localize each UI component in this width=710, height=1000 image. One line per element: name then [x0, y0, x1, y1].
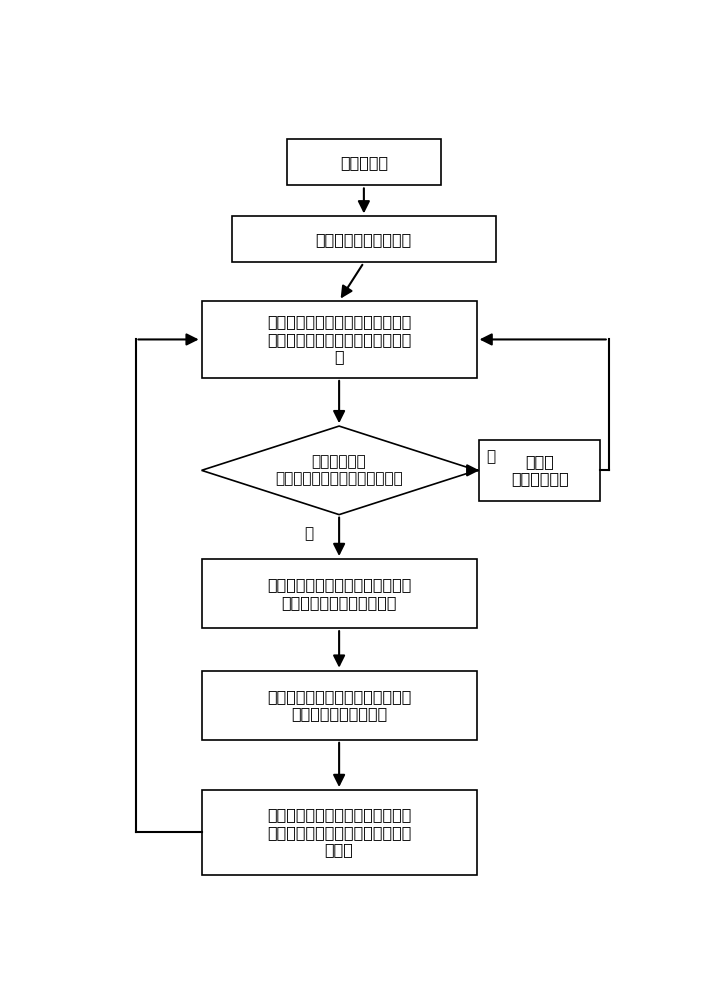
Text: 设定多普勒频移标准值: 设定多普勒频移标准值	[316, 232, 412, 247]
FancyBboxPatch shape	[202, 671, 476, 740]
Text: 是: 是	[305, 526, 313, 541]
Text: 开启接收机: 开启接收机	[340, 155, 388, 170]
FancyBboxPatch shape	[287, 139, 441, 185]
FancyBboxPatch shape	[202, 301, 476, 378]
Polygon shape	[202, 426, 476, 515]
FancyBboxPatch shape	[202, 790, 476, 875]
Text: 使用修正后的接收机接收北斗卫星
信号，得到新的多普勒频移值及其
他信息: 使用修正后的接收机接收北斗卫星 信号，得到新的多普勒频移值及其 他信息	[267, 807, 411, 857]
Text: 再次开启接收机时，使用保存的晶
振频率偏移值进行修正: 再次开启接收机时，使用保存的晶 振频率偏移值进行修正	[267, 689, 411, 721]
Text: 多普勒频移值
超过设定的多普勒频移标准值？: 多普勒频移值 超过设定的多普勒频移标准值？	[275, 454, 403, 487]
FancyBboxPatch shape	[231, 216, 496, 262]
FancyBboxPatch shape	[202, 559, 476, 628]
Text: 否: 否	[486, 449, 495, 464]
Text: 捕获北斗卫星信号，并对其进行分
析处理得到多普勒频移值及其他信
息: 捕获北斗卫星信号，并对其进行分 析处理得到多普勒频移值及其他信 息	[267, 315, 411, 364]
FancyBboxPatch shape	[479, 440, 601, 501]
Text: 丢弃该
多普勒频移值: 丢弃该 多普勒频移值	[511, 454, 569, 487]
Text: 保存该多普勒频移值，并推算出相
应的晶振频率偏移值，保存: 保存该多普勒频移值，并推算出相 应的晶振频率偏移值，保存	[267, 577, 411, 610]
